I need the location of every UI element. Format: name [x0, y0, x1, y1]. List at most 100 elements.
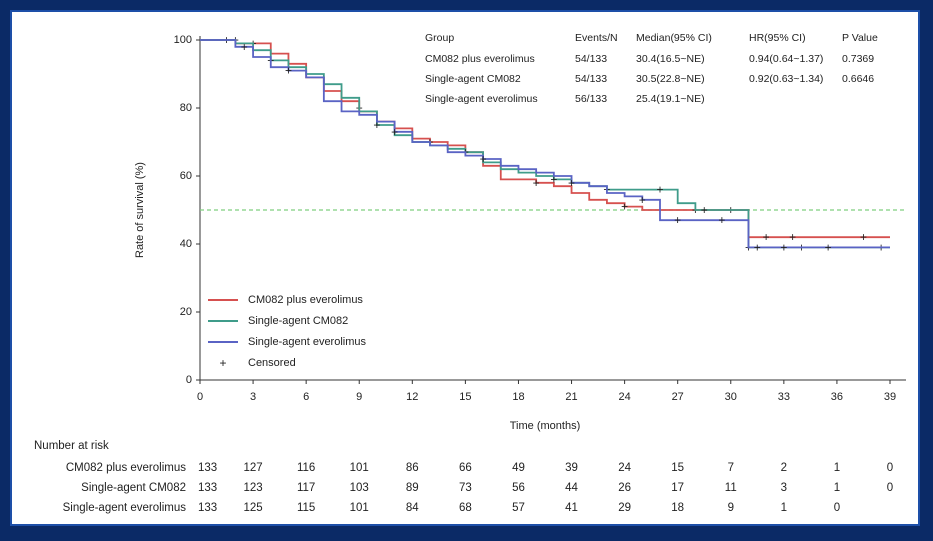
x-tick-label: 39 — [884, 391, 896, 403]
stats-cell: CM082 plus everolimus — [425, 53, 535, 65]
risk-row-label: CM082 plus everolimus — [66, 462, 186, 474]
risk-count: 0 — [834, 502, 840, 514]
x-tick-label: 9 — [356, 391, 362, 403]
stats-cell: 0.92(0.63~1.34) — [749, 73, 823, 85]
risk-count: 44 — [565, 482, 578, 494]
risk-count: 123 — [243, 482, 262, 494]
legend-label: Single-agent CM082 — [248, 315, 348, 327]
series-line — [200, 39, 890, 249]
censor-marker: + — [639, 193, 646, 207]
risk-count: 39 — [565, 462, 578, 474]
risk-count: 133 — [198, 502, 217, 514]
censor-marker: + — [480, 152, 487, 166]
stats-cell: 54/133 — [575, 73, 607, 85]
x-tick-label: 6 — [303, 391, 309, 403]
risk-count: 127 — [243, 462, 262, 474]
risk-count: 24 — [618, 462, 631, 474]
censor-marker: + — [656, 183, 663, 197]
risk-count: 56 — [512, 482, 525, 494]
series-line — [200, 39, 890, 239]
stats-cell: Single-agent CM082 — [425, 73, 521, 85]
survival-chart: 0 3 6 9 12 15 18 21 24 27 30 33 36 39020406080100Time… — [34, 32, 906, 514]
censor-marker: + — [701, 203, 708, 217]
stats-header: Events/N — [575, 32, 618, 44]
risk-count: 0 — [887, 462, 893, 474]
stats-cell: 25.4(19.1~NE) — [636, 93, 705, 105]
x-tick-label: 33 — [778, 391, 790, 403]
x-axis-label: Time (months) — [510, 420, 581, 432]
censor-marker: + — [860, 230, 867, 244]
risk-count: 125 — [243, 502, 262, 514]
series-line — [200, 39, 890, 249]
legend-censor-marker: + — [219, 356, 226, 370]
x-tick-label: 18 — [512, 391, 524, 403]
stats-cell: 0.7369 — [842, 53, 874, 65]
risk-count: 115 — [297, 502, 315, 514]
legend-label: CM082 plus everolimus — [248, 294, 363, 306]
risk-count: 1 — [834, 462, 840, 474]
censor-marker: + — [568, 176, 575, 190]
stats-header: Median(95% CI) — [636, 32, 712, 44]
censor-marker: + — [241, 40, 248, 54]
chart-panel: 0 3 6 9 12 15 18 21 24 27 30 33 36 39 0 20 40 60 80 100 Time… — [10, 10, 920, 526]
risk-count: 9 — [728, 502, 734, 514]
stats-cell: 54/133 — [575, 53, 607, 65]
censor-marker: + — [550, 172, 557, 186]
censor-marker: + — [789, 230, 796, 244]
risk-count: 57 — [512, 502, 525, 514]
x-tick-label: 27 — [672, 391, 684, 403]
risk-count: 133 — [198, 462, 217, 474]
x-tick-label: 12 — [406, 391, 418, 403]
censor-marker: + — [754, 240, 761, 254]
y-tick-label: 80 — [180, 102, 192, 114]
censor-marker: + — [674, 213, 681, 227]
risk-count: 2 — [781, 462, 787, 474]
censor-marker: + — [373, 118, 380, 132]
censor-marker: + — [391, 125, 398, 139]
stats-cell: 30.5(22.8~NE) — [636, 73, 705, 85]
legend-label: Censored — [248, 357, 296, 369]
y-tick-label: 40 — [180, 238, 192, 250]
stats-header: HR(95% CI) — [749, 32, 806, 44]
x-tick-label: 3 — [250, 391, 256, 403]
x-tick-label: 30 — [725, 391, 737, 403]
risk-count: 133 — [198, 482, 217, 494]
risk-count: 84 — [406, 502, 419, 514]
stats-header: P Value — [842, 32, 878, 44]
risk-count: 18 — [671, 502, 684, 514]
stats-cell: 0.94(0.64~1.37) — [749, 53, 823, 65]
censor-marker: + — [825, 240, 832, 254]
risk-count: 101 — [350, 502, 369, 514]
x-tick-label: 21 — [565, 391, 577, 403]
y-tick-label: 100 — [174, 34, 192, 46]
stats-cell: 0.6646 — [842, 73, 874, 85]
risk-count: 68 — [459, 502, 472, 514]
risk-count: 1 — [781, 502, 787, 514]
y-tick-label: 60 — [180, 170, 192, 182]
risk-count: 117 — [297, 482, 315, 494]
censor-marker: + — [621, 200, 628, 214]
risk-count: 0 — [887, 482, 893, 494]
censor-marker: + — [533, 176, 540, 190]
stats-header: Group — [425, 32, 454, 44]
risk-count: 11 — [725, 482, 737, 494]
y-tick-label: 0 — [186, 374, 192, 386]
y-axis-label: Rate of survival (%) — [134, 162, 146, 258]
stats-cell: 30.4(16.5~NE) — [636, 53, 705, 65]
risk-count: 101 — [350, 462, 369, 474]
risk-count: 26 — [618, 482, 631, 494]
stats-cell: Single-agent everolimus — [425, 93, 538, 105]
risk-count: 103 — [350, 482, 369, 494]
risk-count: 7 — [728, 462, 734, 474]
risk-count: 29 — [618, 502, 631, 514]
risk-count: 15 — [671, 462, 684, 474]
risk-count: 66 — [459, 462, 472, 474]
risk-count: 116 — [297, 462, 315, 474]
risk-count: 3 — [781, 482, 787, 494]
risk-row-label: Single-agent everolimus — [63, 502, 187, 514]
risk-count: 41 — [565, 502, 578, 514]
censor-marker: + — [718, 213, 725, 227]
risk-count: 73 — [459, 482, 472, 494]
censor-marker: + — [780, 240, 787, 254]
risk-row-label: Single-agent CM082 — [81, 482, 186, 494]
